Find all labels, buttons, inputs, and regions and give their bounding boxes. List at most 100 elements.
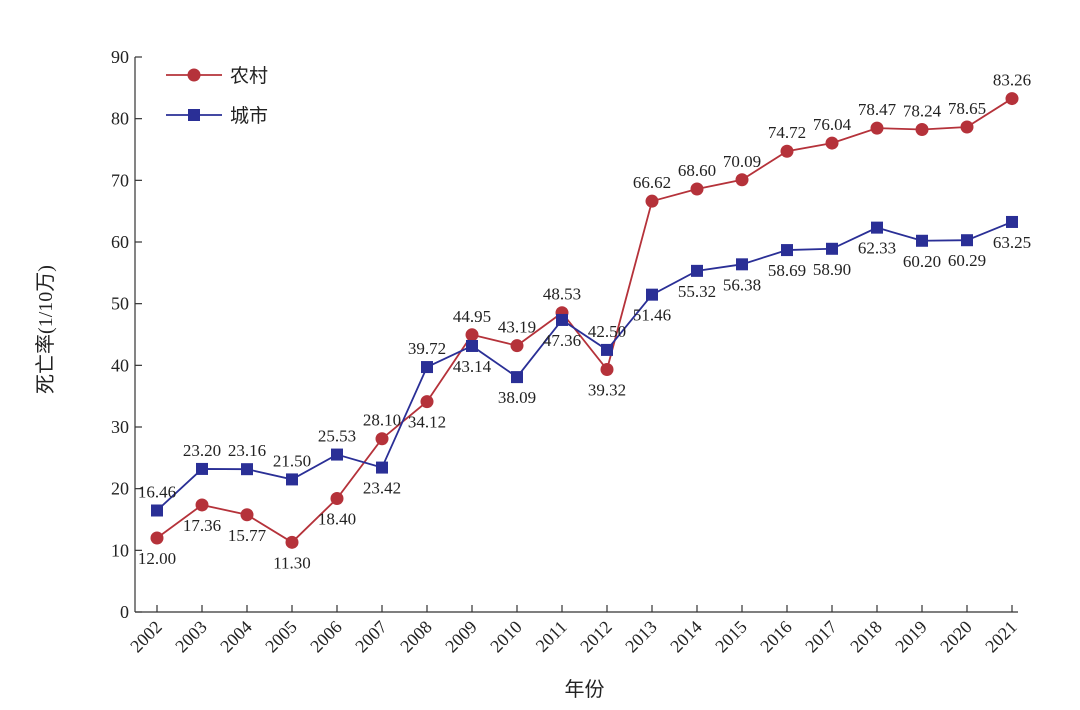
x-tick-label: 2009 [441,617,481,657]
rural-data-label: 70.09 [723,152,761,171]
urban-point [1006,215,1018,228]
urban-data-label: 39.72 [408,339,446,358]
rural-data-label: 78.47 [858,100,897,119]
urban-data-label: 56.38 [723,275,761,294]
rural-series-line [156,97,1013,544]
x-axis-title: 年份 [565,678,605,701]
urban-data-label: 23.16 [228,441,266,460]
rural-data-label: 68.60 [678,161,716,180]
urban-data-label: 58.69 [768,261,806,280]
rural-data-label: 15.77 [228,526,267,545]
urban-point [511,371,523,384]
rural-point [510,339,524,353]
urban-point [601,343,613,356]
x-tick-label: 2003 [171,617,211,657]
urban-data-label: 23.42 [363,479,401,498]
x-tick-label: 2013 [621,617,661,657]
urban-point [376,461,388,474]
rural-point [825,136,839,150]
rural-data-label: 78.24 [903,102,942,121]
urban-data-label: 55.32 [678,282,716,301]
urban-point [466,339,478,352]
y-axis-title: 死亡率(1/10万) [34,265,57,394]
urban-series-line [156,221,1013,512]
x-tick-label: 2012 [576,617,616,657]
rural-data-label: 76.04 [813,115,852,134]
rural-data-label: 34.12 [408,413,446,432]
x-tick-label: 2015 [711,617,751,657]
x-tick-label: 2005 [261,617,301,657]
rural-point [780,144,794,158]
urban-data-label: 42.50 [588,322,626,341]
urban-data-label: 43.14 [453,357,492,376]
urban-data-label: 21.50 [273,451,311,470]
x-tick-label: 2020 [936,617,976,657]
urban-point [646,288,658,301]
urban-data-label: 58.90 [813,260,851,279]
rural-point [195,498,209,512]
rural-data-label: 66.62 [633,173,671,192]
y-tick-label: 80 [111,109,129,129]
urban-data-label: 60.20 [903,252,941,271]
rural-data-label: 39.32 [588,381,626,400]
rural-point [465,328,479,342]
rural-point [600,363,614,377]
series-lines [156,97,1013,544]
x-tick-label: 2011 [532,617,571,656]
urban-point [961,234,973,247]
urban-point [151,504,163,517]
y-tick-label: 30 [111,417,129,437]
urban-point [736,258,748,271]
urban-data-label: 38.09 [498,388,536,407]
rural-point [645,194,659,208]
x-tick-label: 2016 [756,617,796,657]
x-tick-label: 2008 [396,617,436,657]
urban-point [871,221,883,234]
rural-point [375,432,389,446]
rural-point [330,492,344,506]
rural-point [690,182,704,196]
legend-rural-marker [187,68,201,82]
urban-point [781,244,793,257]
rural-data-label: 48.53 [543,285,581,304]
urban-point [691,264,703,277]
rural-data-label: 74.72 [768,123,806,142]
rural-data-label: 12.00 [138,549,176,568]
urban-point [826,242,838,255]
urban-data-label: 25.53 [318,427,356,446]
x-tick-label: 2010 [486,617,526,657]
urban-data-label: 62.33 [858,239,896,258]
rural-point [735,173,749,187]
legend-rural-label: 农村 [230,65,268,87]
y-tick-label: 40 [111,355,129,375]
urban-data-label: 60.29 [948,251,986,270]
urban-data-label: 47.36 [543,331,581,350]
urban-point [241,463,253,476]
x-tick-label: 2006 [306,617,346,657]
rural-point [1005,92,1019,106]
data-labels: 12.00 17.36 15.77 11.30 18.40 28.10 34.12 44.95… [138,71,1031,573]
rural-point [285,535,299,549]
urban-point [196,462,208,475]
urban-point [331,448,343,461]
legend-urban-label: 城市 [230,105,268,127]
urban-data-label: 23.20 [183,441,221,460]
rural-data-label: 78.65 [948,99,986,118]
rural-data-label: 17.36 [183,516,221,535]
x-tick-label: 2014 [666,617,706,657]
y-tick-label: 70 [111,170,129,190]
x-tick-label: 2004 [216,617,256,657]
rural-data-label: 43.19 [498,318,536,337]
x-tick-label: 2021 [981,617,1021,657]
y-tick-label: 0 [120,602,129,622]
urban-data-label: 51.46 [633,306,671,325]
urban-point [286,473,298,486]
rural-point [870,121,884,135]
urban-point [421,361,433,374]
x-tick-label: 2018 [846,617,886,657]
rural-data-label: 11.30 [273,553,311,572]
